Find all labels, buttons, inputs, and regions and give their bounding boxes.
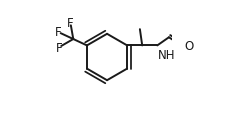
Text: NH: NH [157, 49, 175, 62]
Text: F: F [54, 26, 61, 39]
Text: O: O [183, 40, 192, 52]
Text: F: F [67, 17, 73, 30]
Text: F: F [55, 42, 62, 55]
